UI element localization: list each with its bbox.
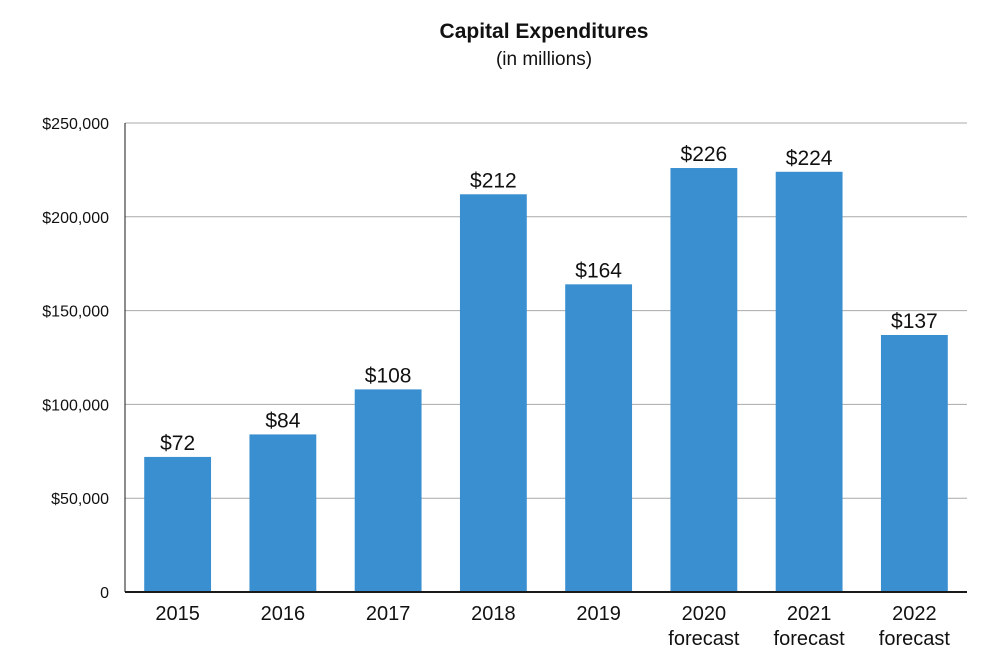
bar — [249, 434, 317, 592]
x-tick-label: 2016 — [261, 603, 306, 625]
data-label: $137 — [891, 310, 938, 333]
bar — [144, 456, 212, 592]
x-tick-label: 2015 — [155, 603, 200, 625]
y-tick-label: 0 — [100, 585, 109, 602]
x-tick-label: forecast — [774, 628, 846, 650]
bar — [565, 284, 633, 592]
x-tick-label: 2018 — [471, 603, 516, 625]
bar — [670, 168, 738, 593]
bar — [880, 334, 948, 592]
bar — [354, 389, 422, 592]
y-axis-ticks: 0 $50,000 $100,000 $150,000 $200,000 $250,000 — [42, 116, 109, 602]
x-tick-label: 2017 — [366, 603, 411, 625]
data-label: $108 — [365, 364, 412, 387]
x-tick-label: forecast — [668, 628, 740, 650]
x-tick-label: 2022 — [892, 603, 937, 625]
bar — [775, 171, 843, 592]
data-label: $224 — [786, 147, 833, 170]
x-axis-ticks: 2015 2016 2017 2018 2019 2020 forecast 2021 fore… — [155, 603, 950, 650]
x-tick-label: 2021 — [787, 603, 832, 625]
data-label: $72 — [160, 432, 195, 455]
bar — [459, 194, 527, 592]
y-tick-label: $150,000 — [42, 304, 109, 321]
chart-subtitle: (in millions) — [496, 49, 592, 70]
chart-title: Capital Expenditures — [440, 20, 649, 43]
y-tick-label: $50,000 — [51, 491, 109, 508]
data-label: $226 — [681, 143, 728, 166]
bars — [144, 168, 948, 593]
y-tick-label: $250,000 — [42, 116, 109, 133]
data-label: $84 — [265, 409, 300, 432]
x-tick-label: forecast — [879, 628, 951, 650]
data-label: $212 — [470, 169, 517, 192]
data-label: $164 — [575, 259, 622, 282]
x-tick-label: 2020 — [682, 603, 727, 625]
y-tick-label: $200,000 — [42, 210, 109, 227]
y-tick-label: $100,000 — [42, 397, 109, 414]
x-tick-label: 2019 — [576, 603, 621, 625]
data-labels: $72 $84 $108 $212 $164 $226 $224 $137 — [160, 143, 938, 455]
